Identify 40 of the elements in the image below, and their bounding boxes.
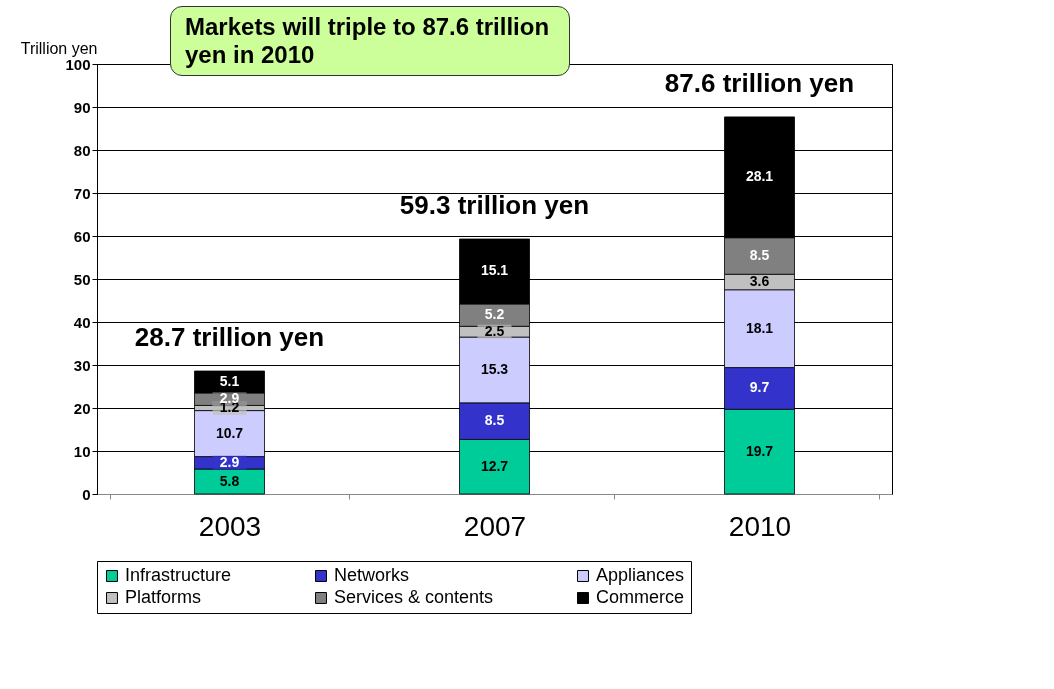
y-tick-label: 0 xyxy=(82,485,91,503)
y-tick-label: 50 xyxy=(73,270,91,288)
x-tick-label: 2007 xyxy=(463,510,527,542)
annotation: 87.6 trillion yen xyxy=(664,68,855,99)
y-tick-label: 60 xyxy=(73,227,91,245)
x-tick-label: 2003 xyxy=(198,510,262,542)
data-label: 28.1 xyxy=(745,168,774,185)
data-label: 12.7 xyxy=(480,457,509,474)
y-tick-label: 70 xyxy=(73,184,91,202)
data-label: 2.5 xyxy=(484,322,505,339)
y-tick-label: 40 xyxy=(73,313,91,331)
legend-label: Networks xyxy=(334,565,410,585)
data-label: 9.7 xyxy=(749,379,770,396)
data-label: 5.8 xyxy=(219,472,240,489)
y-tick-label: 80 xyxy=(73,141,91,159)
data-label: 10.7 xyxy=(215,424,244,441)
legend-label: Platforms xyxy=(125,587,202,607)
data-label: 2.9 xyxy=(219,453,240,470)
legend-label: Services & contents xyxy=(334,587,494,607)
legend-label: Commerce xyxy=(596,587,685,607)
data-label: 8.5 xyxy=(749,246,770,263)
y-tick-label: 10 xyxy=(73,442,91,460)
legend-label: Appliances xyxy=(596,565,685,585)
y-axis-title: Trillion yen xyxy=(20,39,98,57)
data-label: 15.3 xyxy=(480,360,509,377)
legend-label: Infrastructure xyxy=(125,565,232,585)
x-tick-label: 2010 xyxy=(728,510,792,542)
y-tick-label: 30 xyxy=(73,356,91,374)
data-label: 8.5 xyxy=(484,412,505,429)
data-label: 3.6 xyxy=(749,273,770,290)
data-label: 15.1 xyxy=(480,262,509,279)
y-tick-label: 90 xyxy=(73,98,91,116)
annotation: 59.3 trillion yen xyxy=(399,190,590,221)
data-label: 19.7 xyxy=(745,442,774,459)
callout-box: Markets will triple to 87.6 trillion yen in 2010 xyxy=(170,6,570,76)
annotation: 28.7 trillion yen xyxy=(134,321,325,352)
data-label: 5.2 xyxy=(484,306,505,323)
data-label: 18.1 xyxy=(745,319,774,336)
y-tick-label: 20 xyxy=(73,399,91,417)
data-label: 5.1 xyxy=(219,372,240,389)
